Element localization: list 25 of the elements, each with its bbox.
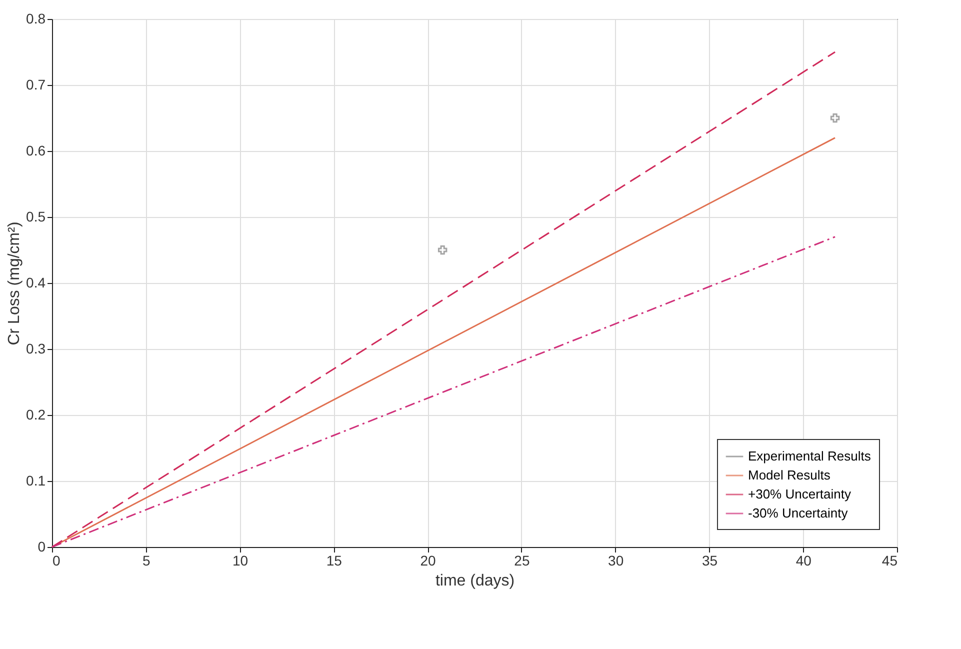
x-tick-label: 30: [608, 552, 624, 568]
y-tick-label: 0: [38, 538, 46, 554]
legend-label: Model Results: [748, 468, 831, 482]
x-axis-title: time (days): [435, 572, 515, 590]
x-tick-label: 15: [326, 552, 342, 568]
y-tick-label: 0.2: [26, 406, 46, 422]
x-tick-label: 40: [796, 552, 812, 568]
y-tick-label: 0.7: [26, 76, 46, 92]
y-tick-label: 0.1: [26, 472, 46, 488]
y-tick-label: 0.8: [26, 10, 46, 26]
y-axis-title: Cr Loss (mg/cm²): [6, 222, 24, 346]
y-tick-label: 0.5: [26, 208, 46, 224]
x-tick-label: 35: [702, 552, 718, 568]
x-tick-label: 10: [232, 552, 248, 568]
y-tick-label: 0.3: [26, 340, 46, 356]
y-tick-label: 0.6: [26, 142, 46, 158]
x-tick-label: 45: [882, 552, 898, 568]
x-tick-label: 0: [52, 552, 60, 568]
x-tick-label: 5: [142, 552, 150, 568]
x-tick-label: 20: [420, 552, 436, 568]
y-tick-label: 0.4: [26, 274, 46, 290]
legend-label: Experimental Results: [748, 448, 872, 464]
legend-label: +30% Uncertainty: [748, 486, 852, 502]
x-tick-label: 25: [514, 552, 530, 568]
legend-label: -30% Uncertainty: [748, 506, 848, 520]
